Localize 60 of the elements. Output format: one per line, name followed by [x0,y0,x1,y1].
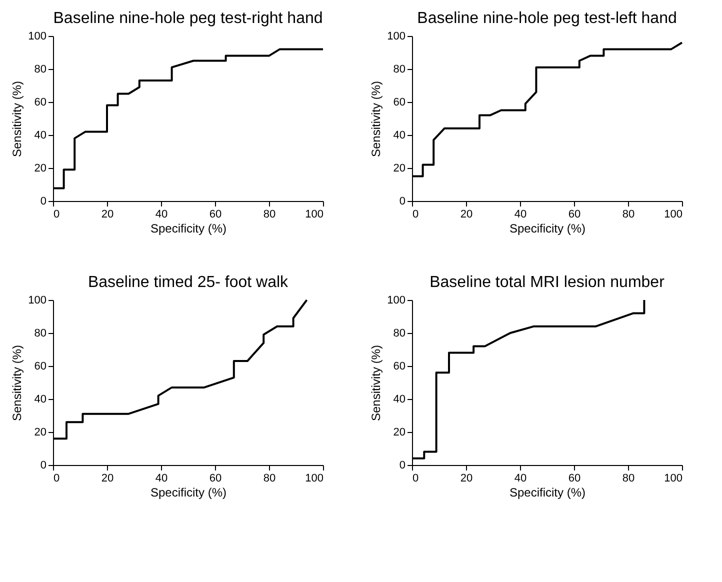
x-tick-label: 60 [568,472,581,484]
x-tick-label: 100 [664,472,682,484]
y-tick-label: 40 [393,394,406,406]
x-axis-title: Specificity (%) [509,222,586,236]
x-tick-label: 20 [101,472,114,484]
x-tick-label: 20 [460,208,473,220]
x-tick-label: 80 [263,472,276,484]
y-tick-label: 80 [34,64,46,76]
x-tick-label: 0 [54,208,60,220]
y-tick-label: 0 [40,460,46,472]
y-tick-label: 100 [28,294,46,306]
y-tick-label: 80 [393,328,406,340]
y-tick-label: 40 [393,130,406,142]
y-tick-label: 100 [387,30,406,42]
chart-title: Baseline total MRI lesion number [430,274,666,291]
y-tick-label: 0 [40,196,46,208]
x-tick-label: 40 [155,472,168,484]
x-tick-label: 60 [209,472,222,484]
y-tick-label: 80 [393,64,406,76]
x-tick-label: 40 [514,208,527,220]
x-axis-title: Specificity (%) [150,486,227,500]
x-tick-label: 20 [460,472,473,484]
y-tick-label: 60 [34,360,46,372]
y-tick-label: 60 [34,96,46,108]
y-tick-label: 0 [399,460,406,472]
y-tick-label: 40 [34,394,46,406]
x-axis-title: Specificity (%) [509,486,586,500]
y-tick-label: 20 [34,426,46,438]
y-tick-label: 60 [393,360,406,372]
y-tick-label: 60 [393,96,406,108]
chart-title: Baseline nine-hole peg test-right hand [53,10,323,27]
x-tick-label: 60 [568,208,581,220]
x-tick-label: 100 [305,208,324,220]
x-tick-label: 80 [622,472,635,484]
y-axis-title: Sensitivity (%) [10,80,24,158]
y-tick-label: 20 [393,162,406,174]
y-tick-label: 80 [34,328,46,340]
x-tick-label: 60 [209,208,222,220]
chart-title: Baseline nine-hole peg test-left hand [417,10,677,27]
x-tick-label: 0 [54,472,60,484]
y-axis-title: Sensitivity (%) [10,344,24,422]
y-axis-title: Sensitivity (%) [369,344,384,422]
x-tick-label: 40 [155,208,168,220]
y-axis-title: Sensitivity (%) [369,80,384,158]
y-tick-label: 20 [34,162,46,174]
x-axis-title: Specificity (%) [150,222,227,236]
x-tick-label: 80 [263,208,276,220]
y-tick-label: 40 [34,130,46,142]
y-tick-label: 0 [399,196,406,208]
x-tick-label: 0 [412,472,419,484]
x-tick-label: 40 [514,472,527,484]
x-tick-label: 0 [412,208,419,220]
y-tick-label: 20 [393,426,406,438]
x-tick-label: 20 [101,208,114,220]
y-tick-label: 100 [387,294,406,306]
y-tick-label: 100 [28,30,46,42]
x-tick-label: 100 [664,208,682,220]
chart-title: Baseline timed 25- foot walk [88,274,290,291]
x-tick-label: 80 [622,208,635,220]
x-tick-label: 100 [305,472,324,484]
